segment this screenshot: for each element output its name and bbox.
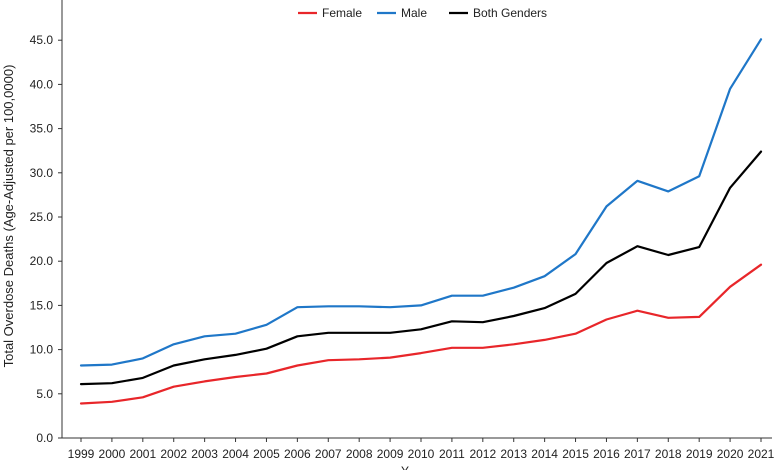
x-tick-label: 2003 — [191, 447, 218, 461]
x-tick-label: 2010 — [408, 447, 435, 461]
x-tick-label: 2013 — [500, 447, 527, 461]
series-line-both-genders — [79, 150, 763, 386]
x-tick-label: 2002 — [160, 447, 187, 461]
chart-series — [79, 38, 763, 405]
x-tick-label: 2015 — [562, 447, 589, 461]
y-tick-label: 15.0 — [30, 298, 54, 312]
y-tick-label: 0.0 — [36, 431, 53, 445]
x-tick-label: 2006 — [284, 447, 311, 461]
x-tick-label: 2009 — [377, 447, 404, 461]
x-axis-label: Y — [401, 464, 409, 470]
x-tick-label: 2021 — [748, 447, 775, 461]
y-tick-label: 45.0 — [30, 33, 54, 47]
chart-axes: 0.0 5.0 10.0 15.0 20.0 25.0 30.0 35.0 40.0 45.0 50… — [30, 0, 775, 461]
y-tick-label: 50.0 — [30, 0, 54, 3]
legend-label-female: Female — [322, 6, 362, 20]
x-tick-label: 2020 — [717, 447, 744, 461]
y-tick-label: 5.0 — [36, 387, 53, 401]
x-tick-label: 2004 — [222, 447, 249, 461]
legend-label-both-genders: Both Genders — [473, 6, 547, 20]
x-tick-label: 1999 — [68, 447, 95, 461]
y-tick-label: 40.0 — [30, 77, 54, 91]
chart-legend: Female Male Both Genders — [298, 6, 547, 20]
x-tick-label: 2000 — [99, 447, 126, 461]
x-tick-label: 2005 — [253, 447, 280, 461]
x-tick-label: 2019 — [686, 447, 713, 461]
y-tick-label: 35.0 — [30, 122, 54, 136]
x-tick-label: 2011 — [439, 447, 465, 461]
legend-label-male: Male — [401, 6, 427, 20]
y-tick-label: 20.0 — [30, 254, 54, 268]
series-line-female — [79, 263, 763, 405]
x-tick-label: 2007 — [315, 447, 342, 461]
x-tick-label: 2017 — [624, 447, 651, 461]
x-tick-label: 2014 — [531, 447, 558, 461]
y-tick-label: 25.0 — [30, 210, 54, 224]
x-tick-label: 2016 — [593, 447, 620, 461]
y-tick-label: 30.0 — [30, 166, 54, 180]
x-tick-label: 2001 — [129, 447, 156, 461]
x-tick-label: 2008 — [346, 447, 373, 461]
y-axis-label: Total Overdose Deaths (Age-Adjusted per … — [1, 65, 16, 368]
series-line-male — [79, 38, 763, 367]
y-tick-label: 10.0 — [30, 343, 54, 357]
x-tick-label: 2018 — [655, 447, 682, 461]
x-tick-label: 2012 — [469, 447, 496, 461]
